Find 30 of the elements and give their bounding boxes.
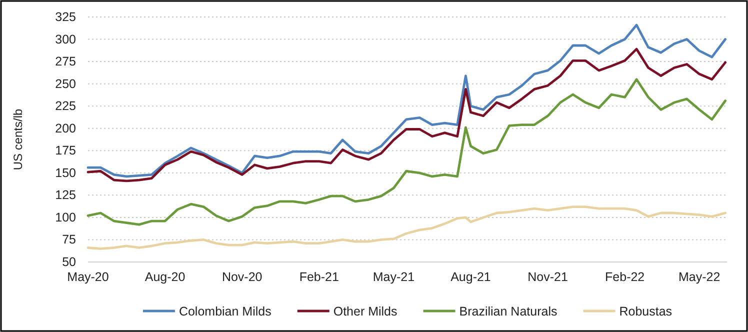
y-tick-label: 175: [55, 144, 76, 158]
x-tick-label: Aug-20: [144, 270, 186, 284]
x-tick-label: May-20: [67, 270, 109, 284]
y-tick-label: 75: [62, 232, 76, 247]
line-series: [86, 24, 727, 178]
x-tick-label: May-21: [372, 270, 415, 284]
x-tick-label: Nov-21: [528, 270, 568, 284]
y-tick-label: 275: [55, 54, 76, 69]
y-tick-label: 250: [55, 76, 76, 91]
x-tick-label: Feb-22: [605, 270, 645, 284]
line-series: [86, 206, 727, 250]
y-tick-label: 200: [55, 121, 76, 136]
x-tick-label: Aug-21: [450, 270, 491, 284]
legend-label: Brazilian Naturals: [459, 304, 558, 318]
line-series: [86, 78, 727, 226]
x-tick-label: Feb-21: [299, 270, 339, 284]
y-tick-label: 325: [55, 10, 76, 24]
legend-label: Other Milds: [333, 304, 398, 318]
x-tick-label: Nov-20: [222, 270, 262, 284]
line-series: [86, 48, 727, 182]
y-tick-label: 125: [55, 188, 76, 202]
x-tick-label: May-22: [678, 270, 720, 284]
legend-label: Robustas: [619, 304, 672, 318]
y-tick-label: 225: [55, 99, 76, 114]
y-tick-label: 150: [55, 166, 76, 180]
legend-label: Colombian Milds: [178, 304, 272, 318]
y-tick-label: 300: [55, 32, 76, 46]
y-axis-title: US cents/lb: [11, 108, 25, 170]
y-tick-label: 100: [55, 210, 76, 224]
y-tick-label: 50: [62, 255, 76, 269]
